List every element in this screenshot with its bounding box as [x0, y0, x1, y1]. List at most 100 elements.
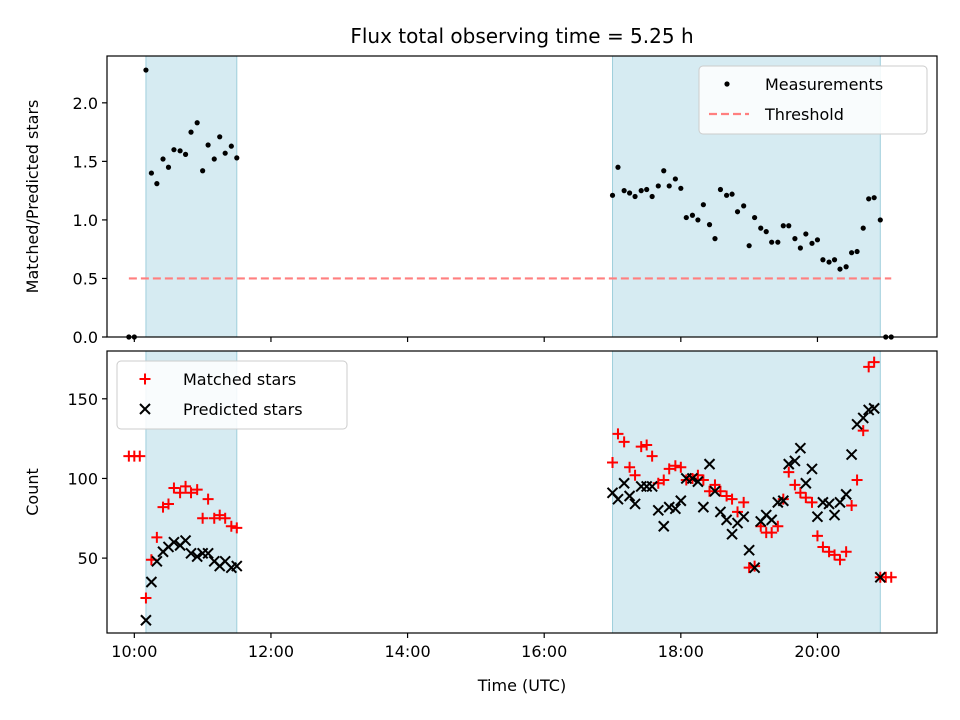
measurement-point [672, 176, 678, 182]
matched-star-point [219, 512, 231, 524]
y-tick-label: 100 [67, 469, 98, 488]
observing-window-shade [612, 350, 881, 634]
measurement-point [689, 212, 696, 218]
predicted-star-point [623, 490, 636, 502]
predicted-star-point [840, 488, 852, 501]
predicted-star-point [669, 503, 682, 515]
matched-star-point [885, 571, 897, 583]
predicted-star-point [828, 509, 841, 521]
top-legend: Measurements Threshold [698, 65, 928, 135]
matched-star-point [168, 482, 180, 494]
legend-label: Matched stars [183, 370, 296, 389]
matched-star-point [851, 474, 863, 486]
predicted-star-point [874, 571, 887, 583]
predicted-star-point [777, 495, 790, 507]
top-plot-frame [106, 55, 938, 338]
predicted-star-point [646, 480, 658, 493]
measurement-point [661, 168, 667, 174]
predicted-star-point [692, 475, 704, 488]
matched-star-point [726, 493, 738, 505]
measurement-point [148, 170, 155, 176]
matched-star-point [675, 461, 687, 473]
predicted-star-point [168, 536, 180, 548]
measurement-point [712, 236, 718, 242]
legend-label: Threshold [764, 105, 844, 124]
y-tick-label: 150 [67, 390, 98, 409]
measurement-point [775, 239, 781, 245]
predicted-star-point [686, 472, 699, 485]
measurement-point [820, 257, 826, 263]
matched-star-point [180, 480, 192, 492]
measurement-point [826, 259, 832, 265]
measurement-point [860, 225, 866, 231]
measurement-point [717, 186, 724, 193]
matched-star-point [840, 546, 852, 558]
measurement-point [729, 191, 735, 197]
predicted-star-point [834, 496, 846, 509]
predicted-star-point [697, 501, 710, 513]
y-tick-label: 1.5 [73, 152, 98, 171]
x-tick-label: 18:00 [658, 642, 704, 661]
measurement-point [165, 164, 172, 170]
matched-star-point [646, 450, 658, 462]
y-tick-label: 2.0 [73, 94, 98, 113]
matched-star-point [789, 479, 801, 491]
y-tick-label: 50 [78, 549, 98, 568]
predicted-star-point [857, 412, 869, 424]
measurement-point [741, 203, 747, 209]
measurement-point [877, 217, 883, 223]
matched-star-point [772, 520, 784, 532]
matched-star-point [629, 469, 641, 481]
predicted-star-point [703, 458, 716, 470]
measurement-point [171, 147, 177, 153]
matched-star-point [709, 479, 721, 491]
legend-predicted-marker [139, 403, 151, 415]
matched-star-point [669, 460, 681, 472]
predicted-star-point [800, 477, 812, 489]
matched-star-point [663, 463, 675, 475]
predicted-star-point [783, 458, 795, 470]
measurement-point [666, 183, 672, 189]
predicted-star-point [612, 493, 624, 505]
measurement-point [143, 67, 149, 73]
matched-star-point [197, 512, 209, 524]
matched-star-point [607, 457, 619, 469]
measurement-point [797, 245, 803, 251]
bottom-panel: 50 100 150 10:00 12:00 14:00 16:00 18:00 20:00 C… [23, 350, 938, 695]
predicted-star-point [709, 485, 721, 497]
matched-star-point [863, 361, 875, 373]
matched-star-point [732, 506, 744, 518]
matched-star-point [749, 560, 761, 572]
legend-matched-marker [139, 373, 151, 385]
matched-star-point [635, 441, 647, 453]
measurement-point [655, 183, 661, 189]
predicted-star-point [868, 402, 880, 415]
matched-star-point [231, 522, 243, 534]
matched-star-point [714, 485, 726, 497]
bottom-legend: Matched stars Predicted stars [116, 360, 348, 430]
matched-star-point [658, 474, 670, 486]
legend-box [698, 65, 928, 135]
predicted-star-point [794, 442, 807, 454]
predicted-star-point [765, 514, 778, 526]
x-tick-label: 10:00 [111, 642, 157, 661]
legend-measurements-marker [724, 81, 730, 87]
y-tick-label: 0.0 [73, 328, 98, 347]
matched-star-point [140, 592, 152, 604]
predicted-star-point [652, 504, 664, 517]
measurement-point [205, 142, 211, 148]
top-y-axis-label: Matched/Predicted stars [23, 100, 42, 294]
matched-star-point [743, 562, 755, 574]
measurement-point [786, 223, 792, 229]
predicted-star-point [185, 547, 197, 560]
measurement-point [837, 266, 843, 272]
y-tick-label: 1.0 [73, 211, 98, 230]
measurement-point [177, 148, 183, 154]
measurement-point [792, 236, 798, 242]
predicted-star-point [806, 463, 818, 475]
measurement-point [638, 188, 644, 194]
measurement-point [843, 264, 849, 270]
y-tick-label: 0.5 [73, 269, 98, 288]
measurement-point [154, 181, 160, 187]
measurement-point [234, 155, 240, 161]
